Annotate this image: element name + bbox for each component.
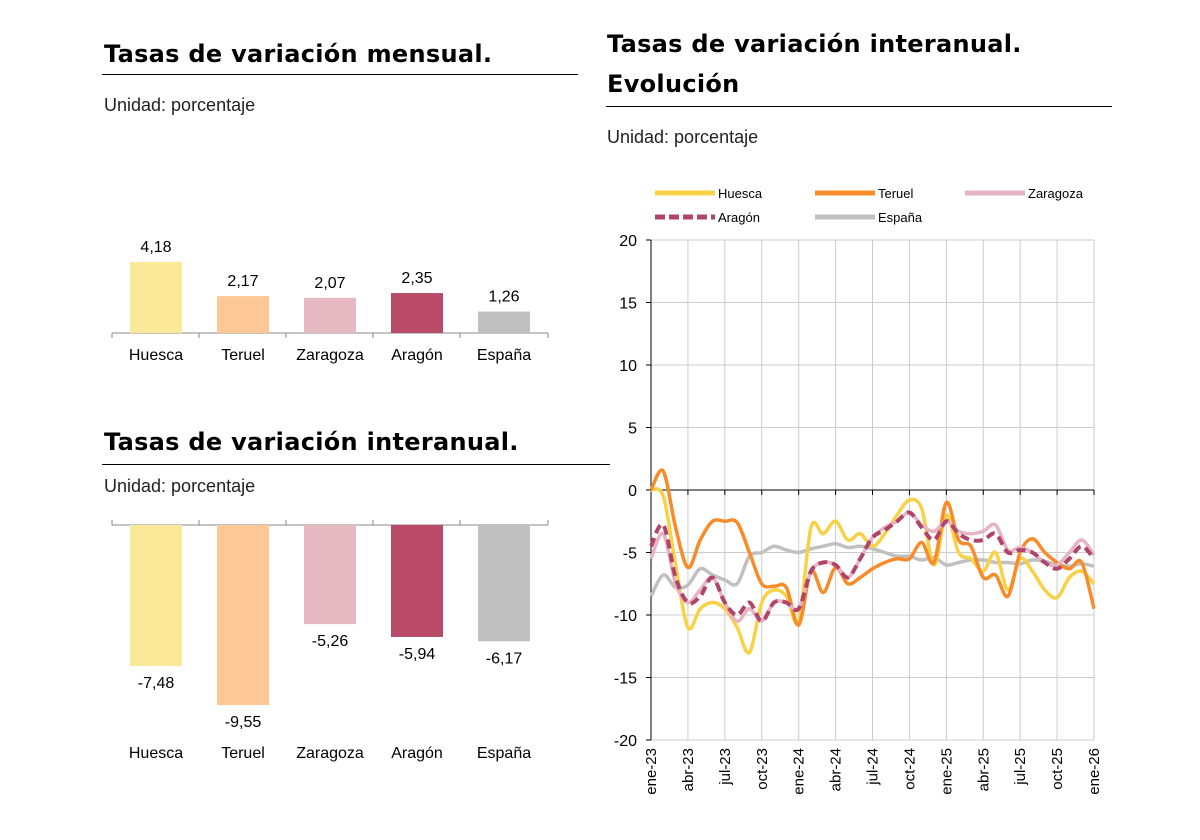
- category-label: Aragón: [391, 347, 443, 364]
- bar-españa: [478, 525, 530, 642]
- x-tick-label: ene-25: [938, 748, 955, 795]
- bar-aragón: [391, 525, 443, 637]
- category-label: Huesca: [129, 745, 183, 762]
- series-line-teruel: [649, 468, 1096, 627]
- x-tick-label: abr-25: [975, 748, 992, 791]
- annual-chart-title: Tasas de variación interanual.: [104, 428, 519, 456]
- category-label: Aragón: [391, 745, 443, 762]
- annual-unit-label: Unidad: porcentaje: [104, 476, 256, 496]
- series-line-huesca: [650, 487, 1096, 655]
- evolution-title-rule: [606, 106, 1112, 107]
- data-label: -7,48: [138, 675, 175, 692]
- x-tick-label: ene-24: [791, 748, 808, 795]
- data-label: 2,17: [227, 273, 258, 290]
- category-label: Zaragoza: [296, 347, 364, 364]
- monthly-unit-label: Unidad: porcentaje: [104, 95, 256, 115]
- series-line-aragón: [649, 510, 1096, 624]
- y-tick-label: -15: [614, 671, 637, 688]
- category-label: España: [477, 745, 531, 762]
- x-tick-label: jul-24: [865, 748, 882, 786]
- data-label: -5,94: [399, 646, 436, 663]
- legend-label: Aragón: [718, 210, 760, 225]
- y-tick-label: 5: [628, 421, 637, 438]
- monthly-chart-title: Tasas de variación mensual.: [104, 40, 493, 68]
- x-tick-label: abr-23: [680, 748, 697, 791]
- y-tick-label: 15: [619, 296, 637, 313]
- bar-huesca: [130, 525, 182, 666]
- data-label: -6,17: [486, 650, 523, 667]
- category-label: Teruel: [221, 347, 265, 364]
- y-tick-label: -5: [623, 546, 637, 563]
- data-label: 2,35: [401, 270, 432, 287]
- bar-teruel: [217, 296, 269, 333]
- x-tick-label: ene-23: [643, 748, 660, 795]
- y-tick-label: -10: [614, 608, 637, 625]
- legend-label: Huesca: [718, 186, 763, 201]
- y-tick-label: 0: [628, 483, 637, 500]
- y-tick-label: -20: [614, 733, 637, 750]
- bar-teruel: [217, 525, 269, 706]
- x-tick-label: oct-23: [754, 748, 771, 790]
- bar-aragón: [391, 293, 443, 333]
- series-line-españa: [649, 541, 1095, 598]
- bar-huesca: [130, 261, 182, 333]
- y-tick-label: 20: [619, 233, 637, 250]
- bar-zaragoza: [304, 525, 356, 625]
- y-tick-label: 10: [619, 358, 637, 375]
- data-label: -9,55: [225, 714, 262, 731]
- legend-label: Teruel: [878, 186, 914, 201]
- category-label: España: [477, 347, 531, 364]
- data-label: 4,18: [140, 239, 171, 256]
- x-tick-label: oct-25: [1049, 748, 1066, 790]
- monthly-title-rule: [102, 74, 578, 75]
- x-tick-label: abr-24: [828, 748, 845, 791]
- category-label: Teruel: [221, 745, 265, 762]
- bar-zaragoza: [304, 297, 356, 333]
- x-tick-label: jul-23: [717, 748, 734, 786]
- annual-title-rule: [102, 464, 610, 465]
- bar-españa: [478, 311, 530, 333]
- legend-label: España: [878, 210, 923, 225]
- evolution-unit-label: Unidad: porcentaje: [607, 127, 759, 147]
- category-label: Zaragoza: [296, 745, 364, 762]
- category-label: Huesca: [129, 347, 183, 364]
- x-tick-label: jul-25: [1012, 748, 1029, 786]
- data-label: 2,07: [314, 275, 345, 292]
- legend-label: Zaragoza: [1028, 186, 1084, 201]
- x-tick-label: ene-26: [1086, 748, 1103, 795]
- data-label: 1,26: [488, 289, 519, 306]
- data-label: -5,26: [312, 633, 349, 650]
- evolution-chart-title-line1: Tasas de variación interanual.: [607, 30, 1022, 58]
- x-tick-label: oct-24: [901, 748, 918, 790]
- evolution-chart-title-line2: Evolución: [607, 70, 740, 98]
